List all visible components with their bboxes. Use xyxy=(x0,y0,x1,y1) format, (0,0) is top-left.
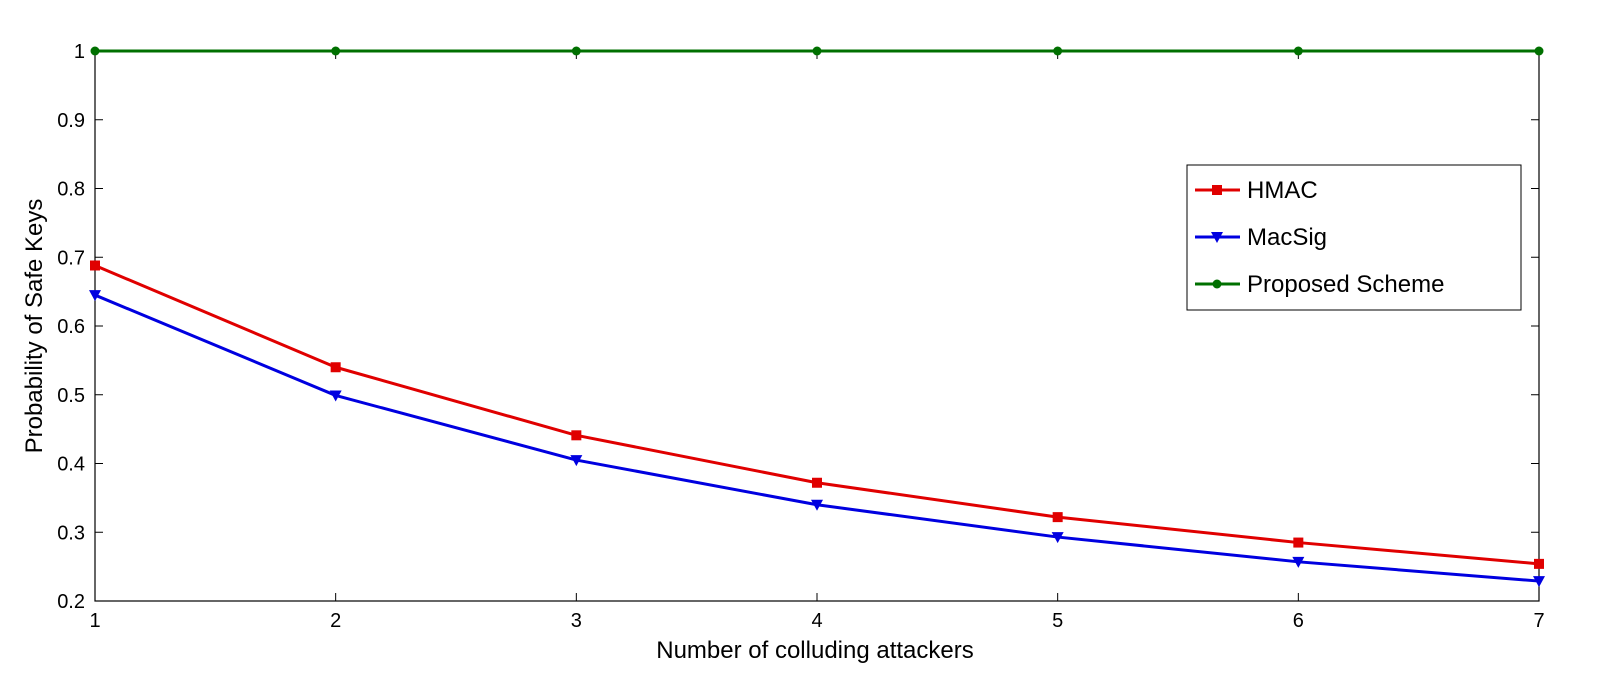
data-point-proposed-scheme xyxy=(1293,46,1303,56)
legend-marker-hmac xyxy=(1212,185,1222,195)
data-point-proposed-scheme xyxy=(90,46,100,56)
data-point-macsig xyxy=(1292,556,1305,568)
data-point-proposed-scheme xyxy=(1053,46,1063,56)
data-point-hmac xyxy=(90,260,100,271)
y-tick-label: 0.5 xyxy=(57,385,85,407)
legend-box xyxy=(1186,164,1522,311)
data-point-hmac xyxy=(812,477,822,488)
legend-item-hmac: HMAC xyxy=(1195,177,1318,204)
data-point-proposed-scheme xyxy=(331,46,341,56)
legend-label-proposed-scheme: Proposed Scheme xyxy=(1247,271,1444,298)
data-point-macsig xyxy=(570,455,583,467)
x-tick-label: 3 xyxy=(571,610,582,632)
x-axis-label: Number of colluding attackers xyxy=(656,637,973,664)
x-tick-label: 7 xyxy=(1533,610,1544,632)
legend-marker-proposed-scheme xyxy=(1212,279,1222,289)
y-tick-label: 0.7 xyxy=(57,247,85,269)
data-point-hmac xyxy=(571,430,582,441)
data-point-proposed-scheme xyxy=(812,46,822,56)
y-tick-label: 1 xyxy=(74,41,85,63)
y-tick-label: 0.9 xyxy=(57,110,85,132)
y-axis-label: Probability of Safe Keys xyxy=(21,199,48,454)
series-layer xyxy=(89,46,1545,588)
data-point-hmac xyxy=(1052,512,1063,523)
y-tick-label: 0.2 xyxy=(57,591,85,613)
plot-area xyxy=(94,50,1540,602)
legend-label-macsig: MacSig xyxy=(1247,224,1327,251)
legend-item-macsig: MacSig xyxy=(1195,224,1327,251)
axis-ticks: 1 2 3 4 5 6 7 0.2 0.3 0.4 0.5 0.6 0.7 0.8 0.9 1 xyxy=(57,41,1544,632)
data-point-proposed-scheme xyxy=(1534,46,1544,56)
legend-item-proposed-scheme: Proposed Scheme xyxy=(1195,271,1444,298)
series-hmac xyxy=(90,260,1544,569)
y-tick-label: 0.4 xyxy=(57,454,85,476)
y-tick-label: 0.8 xyxy=(57,179,85,201)
legend-label-hmac: HMAC xyxy=(1247,177,1318,204)
legend: HMAC MacSig Proposed Scheme xyxy=(1186,164,1522,311)
data-point-macsig xyxy=(329,390,342,402)
x-tick-label: 2 xyxy=(330,610,341,632)
data-point-hmac xyxy=(1293,537,1304,548)
y-tick-label: 0.3 xyxy=(57,522,85,544)
x-tick-label: 6 xyxy=(1293,610,1304,632)
data-point-macsig xyxy=(1533,576,1545,588)
x-tick-label: 4 xyxy=(811,610,822,632)
data-point-macsig xyxy=(1051,532,1064,544)
x-tick-label: 1 xyxy=(89,610,100,632)
legend-marker-macsig xyxy=(1211,232,1223,243)
data-point-hmac xyxy=(1534,558,1544,569)
x-tick-label: 5 xyxy=(1052,610,1063,632)
data-point-macsig xyxy=(811,499,823,511)
data-point-proposed-scheme xyxy=(571,46,581,56)
y-tick-label: 0.6 xyxy=(57,316,85,338)
series-macsig xyxy=(89,290,1545,588)
data-point-hmac xyxy=(330,362,341,373)
series-proposed-scheme xyxy=(90,46,1544,56)
data-point-macsig xyxy=(89,290,101,302)
